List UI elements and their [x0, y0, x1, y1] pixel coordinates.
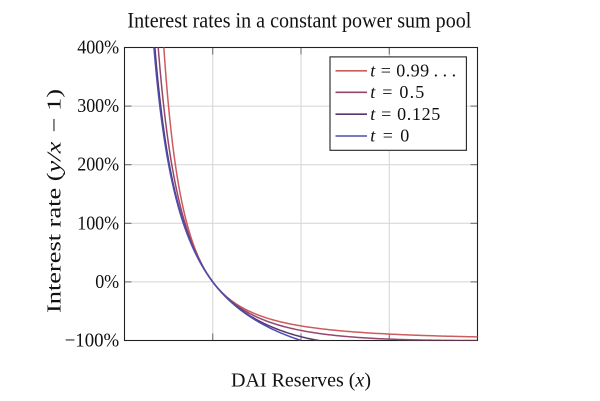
svg-text:t = 0.125: t = 0.125 [370, 104, 440, 124]
svg-text:200%: 200% [77, 154, 119, 176]
svg-text:400%: 400% [77, 37, 119, 59]
svg-text:100%: 100% [77, 212, 119, 234]
svg-text:DAI Reserves (x): DAI Reserves (x) [231, 370, 371, 392]
svg-text:Interest rates in a constant p: Interest rates in a constant power sum p… [127, 7, 471, 32]
svg-text:t = 0.5: t = 0.5 [370, 82, 424, 102]
svg-text:Interest rate (y/x − 1): Interest rate (y/x − 1) [44, 89, 66, 313]
svg-text:−100%: −100% [65, 330, 120, 352]
svg-text:t = 0: t = 0 [370, 126, 409, 146]
svg-text:300%: 300% [77, 95, 119, 117]
svg-text:t = 0.99 . . .: t = 0.99 . . . [370, 60, 456, 80]
svg-text:0%: 0% [95, 271, 119, 293]
